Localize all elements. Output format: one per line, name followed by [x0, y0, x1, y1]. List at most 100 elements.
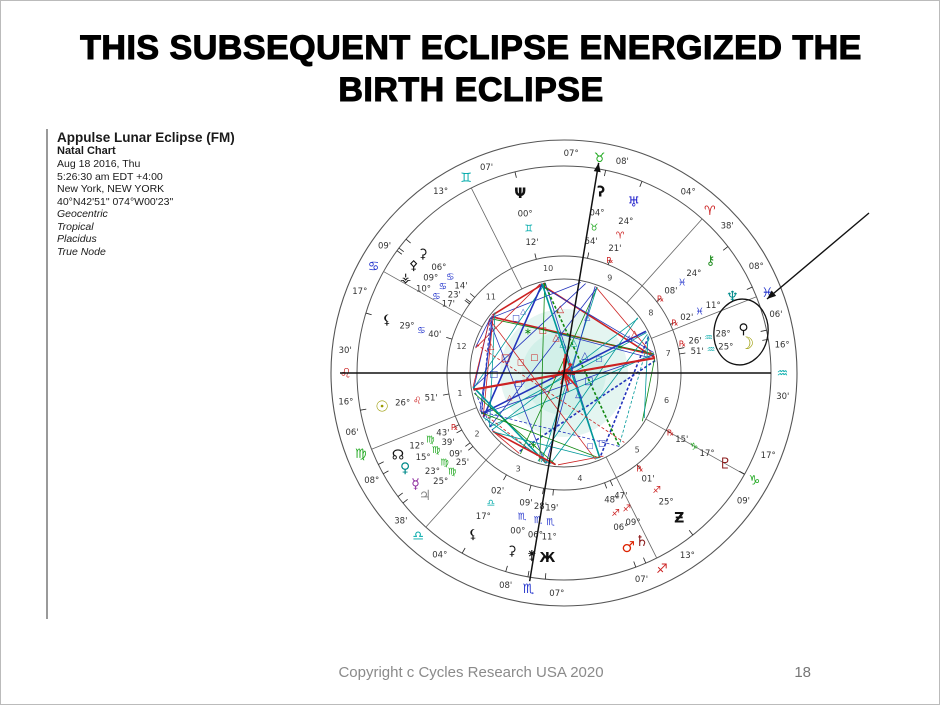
svg-text:13°: 13° [680, 551, 695, 561]
svg-text:△: △ [631, 330, 638, 340]
svg-text:♐: ♐ [653, 485, 662, 496]
left-rule [46, 129, 48, 619]
chart-info-zodiac: Tropical [57, 220, 94, 233]
svg-text:24°: 24° [618, 217, 633, 227]
svg-text:Ж: Ж [539, 551, 555, 566]
svg-text:℞: ℞ [657, 295, 664, 304]
svg-text:⚲: ⚲ [738, 321, 748, 337]
svg-text:△: △ [581, 350, 589, 361]
svg-text:♏: ♏ [534, 515, 543, 526]
svg-text:△: △ [584, 312, 591, 321]
svg-text:△: △ [560, 340, 567, 350]
svg-text:♏: ♏ [546, 517, 555, 528]
svg-text:13°: 13° [433, 187, 448, 197]
svg-text:♉: ♉ [590, 223, 599, 234]
svg-text:♍: ♍ [355, 447, 367, 462]
svg-text:51': 51' [425, 393, 438, 403]
svg-text:□: □ [598, 438, 606, 448]
svg-text:51': 51' [691, 347, 704, 357]
body-sun: ☉ 26° ♌ 51' [360, 393, 449, 415]
svg-text:♉: ♉ [594, 151, 606, 166]
body-asteroid-c: Ψ 00° ♊ 12' [514, 171, 539, 260]
body-asteroid-d: ⚳06°♋14' [405, 238, 475, 298]
svg-text:△: △ [520, 306, 526, 315]
svg-text:11°: 11° [706, 301, 721, 311]
svg-text:∗: ∗ [524, 327, 532, 338]
body-asteroid-k: Ж 11° ♏ 19' [539, 489, 558, 580]
svg-text:∗: ∗ [617, 342, 623, 351]
svg-text:□: □ [514, 379, 522, 389]
body-jupiter: ♃25°♍25' [402, 446, 474, 504]
svg-text:08': 08' [616, 157, 629, 167]
svg-text:♎: ♎ [486, 498, 495, 509]
svg-text:30': 30' [339, 346, 352, 356]
svg-text:06°: 06° [528, 530, 543, 540]
svg-text:♆: ♆ [726, 289, 739, 305]
chart-info-subtitle: Natal Chart [57, 145, 116, 157]
svg-text:☉: ☉ [375, 397, 388, 415]
svg-text:10°: 10° [416, 284, 431, 294]
svg-text:☽: ☽ [739, 334, 754, 354]
svg-text:23°: 23° [425, 467, 440, 477]
svg-text:⚵: ⚵ [527, 549, 537, 564]
svg-text:24°: 24° [686, 269, 701, 279]
svg-text:26': 26' [688, 336, 701, 346]
svg-text:♓: ♓ [761, 286, 773, 301]
chart-info-coords: 40°N42'51" 074°W00'23" [57, 195, 174, 208]
svg-text:17°: 17° [476, 512, 491, 522]
svg-text:♑: ♑ [690, 441, 699, 452]
svg-text:12°: 12° [409, 441, 424, 451]
svg-text:04°: 04° [432, 551, 447, 561]
body-venus: ♀15°♍39' [383, 429, 463, 477]
body-asteroid-b: ʔ 04° ♉ 54' [585, 170, 607, 259]
zodiac-ring-labels: 16°♌30'08°♍06'04°♎38'07°♏08'13°♐07'17°♑0… [338, 149, 789, 599]
svg-text:♋: ♋ [417, 325, 426, 336]
svg-text:△: △ [507, 392, 513, 401]
svg-text:☊: ☊ [392, 448, 404, 464]
svg-text:06°: 06° [431, 263, 446, 273]
svg-text:09': 09' [449, 450, 462, 460]
svg-text:⚴: ⚴ [409, 259, 419, 274]
body-moon: ☽25°♒51' [679, 334, 769, 357]
svg-text:16°: 16° [775, 340, 790, 350]
svg-text:09°: 09° [626, 518, 641, 528]
body-north-node: ☊12°♍43'℞ [378, 423, 460, 465]
svg-text:07°: 07° [549, 589, 564, 599]
svg-text:Ƶ: Ƶ [674, 511, 684, 527]
svg-text:9: 9 [607, 273, 612, 282]
svg-text:25': 25' [456, 458, 469, 468]
svg-text:♅: ♅ [627, 195, 640, 211]
chart-info-centric: Geocentric [57, 208, 108, 220]
chart-info-houses: Placidus [57, 233, 97, 245]
svg-text:℞: ℞ [636, 464, 643, 473]
svg-text:09': 09' [378, 242, 391, 252]
svg-text:♋: ♋ [439, 282, 448, 293]
svg-text:6: 6 [664, 396, 669, 405]
svg-text:△: △ [488, 341, 495, 351]
svg-text:54': 54' [585, 237, 598, 247]
svg-text:30': 30' [776, 392, 789, 402]
body-chiron: ⚷ 24°♓08'℞ [656, 246, 729, 304]
body-asteroid-i: ⚳ 00° ♏ 09' [505, 485, 533, 572]
svg-text:15': 15' [675, 435, 688, 445]
svg-text:08°: 08° [749, 262, 764, 272]
svg-text:♏: ♏ [523, 582, 535, 597]
svg-text:♍: ♍ [432, 445, 441, 456]
slide-title: THIS SUBSEQUENT ECLIPSE ENERGIZED THE BI… [1, 27, 939, 111]
svg-text:♐: ♐ [611, 508, 620, 519]
svg-text:∗: ∗ [530, 441, 538, 451]
svg-text:8: 8 [648, 308, 653, 317]
svg-text:39': 39' [441, 438, 454, 448]
svg-text:17°: 17° [700, 449, 715, 459]
svg-text:□: □ [584, 376, 593, 387]
body-uranus: ♅ 24° ♈ 21' ℞ [606, 181, 643, 265]
svg-text:26°: 26° [395, 398, 410, 408]
svg-text:09': 09' [737, 496, 750, 506]
svg-text:2: 2 [474, 430, 479, 439]
svg-text:⚸: ⚸ [468, 528, 478, 543]
svg-text:△: △ [626, 334, 633, 344]
svg-text:♐: ♐ [622, 504, 631, 515]
